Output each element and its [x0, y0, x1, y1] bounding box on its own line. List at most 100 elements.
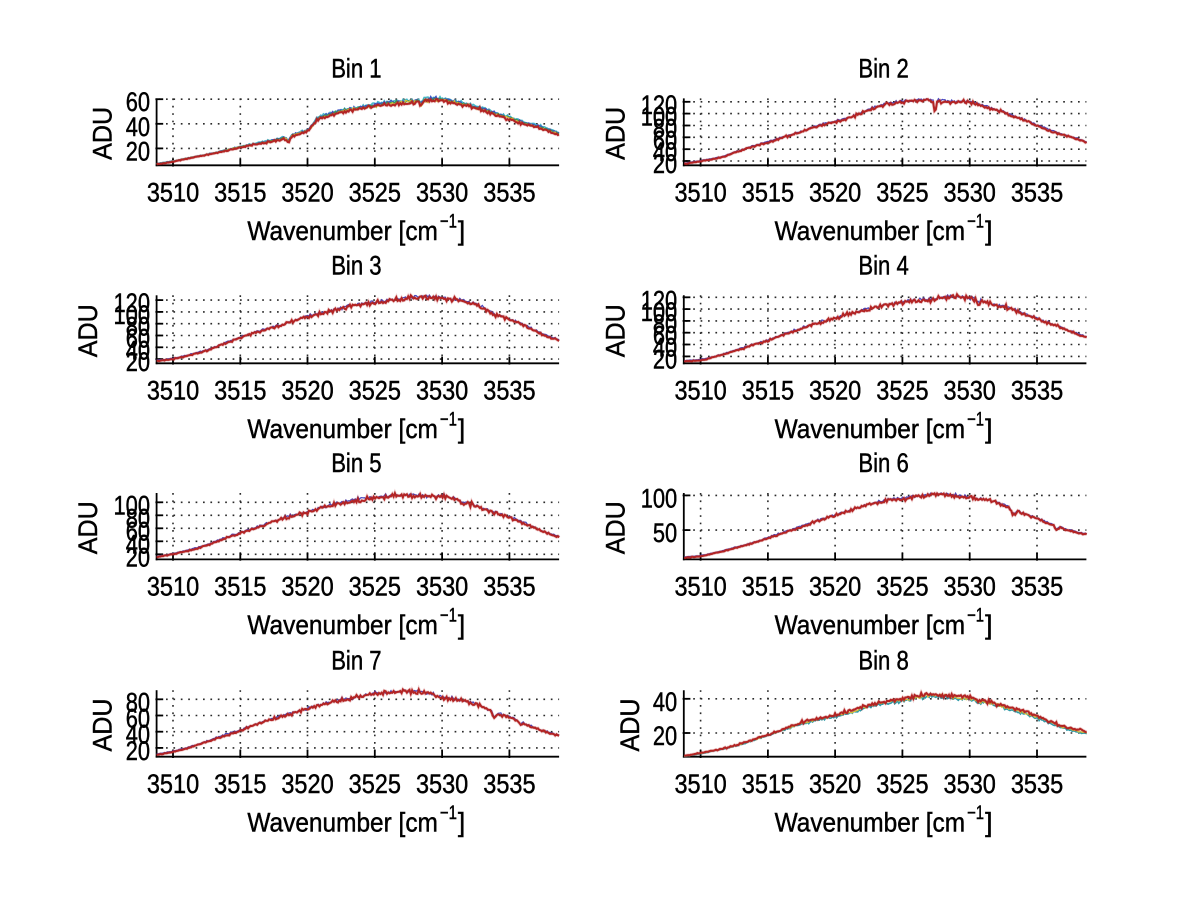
- svg-text:3515: 3515: [742, 572, 794, 602]
- svg-text:3530: 3530: [416, 572, 468, 602]
- svg-text:3520: 3520: [281, 769, 333, 799]
- svg-text:3520: 3520: [809, 572, 861, 602]
- svg-text:120: 120: [641, 90, 678, 120]
- svg-text:3535: 3535: [483, 572, 535, 602]
- svg-text:40: 40: [126, 529, 150, 559]
- svg-text:40: 40: [126, 335, 150, 365]
- svg-text:Bin 7: Bin 7: [331, 645, 381, 675]
- svg-text:40: 40: [126, 112, 150, 142]
- svg-text:3530: 3530: [416, 178, 468, 208]
- svg-text:20: 20: [653, 344, 677, 374]
- svg-text:100: 100: [114, 490, 151, 520]
- svg-text:3525: 3525: [876, 178, 928, 208]
- svg-text:3530: 3530: [416, 376, 468, 406]
- svg-text:120: 120: [114, 288, 151, 318]
- svg-text:ADU: ADU: [73, 304, 103, 357]
- svg-text:Wavenumber [cm−1]: Wavenumber [cm −1]: [775, 606, 993, 641]
- svg-text:20: 20: [126, 347, 150, 377]
- svg-text:20: 20: [126, 736, 150, 766]
- svg-text:3535: 3535: [1011, 376, 1063, 406]
- svg-text:3530: 3530: [416, 769, 468, 799]
- svg-text:Bin 2: Bin 2: [858, 54, 908, 84]
- svg-text:3515: 3515: [214, 572, 266, 602]
- svg-text:3520: 3520: [809, 769, 861, 799]
- svg-text:3535: 3535: [1011, 572, 1063, 602]
- svg-text:ADU: ADU: [73, 501, 103, 554]
- svg-text:60: 60: [653, 321, 677, 351]
- svg-text:100: 100: [114, 300, 151, 330]
- svg-text:3515: 3515: [742, 769, 794, 799]
- svg-text:40: 40: [653, 333, 677, 363]
- svg-text:40: 40: [126, 720, 150, 750]
- svg-text:3530: 3530: [944, 178, 996, 208]
- svg-text:40: 40: [653, 137, 677, 167]
- svg-text:40: 40: [653, 687, 677, 717]
- svg-text:3535: 3535: [1011, 769, 1063, 799]
- svg-text:3530: 3530: [944, 376, 996, 406]
- svg-text:ADU: ADU: [600, 501, 630, 554]
- svg-text:3515: 3515: [742, 178, 794, 208]
- svg-text:80: 80: [653, 309, 677, 339]
- svg-text:100: 100: [641, 483, 678, 513]
- svg-text:3535: 3535: [1011, 178, 1063, 208]
- svg-text:ADU: ADU: [600, 107, 630, 160]
- svg-text:20: 20: [653, 721, 677, 751]
- svg-text:Wavenumber [cm−1]: Wavenumber [cm −1]: [247, 410, 465, 445]
- svg-text:20: 20: [126, 542, 150, 572]
- svg-text:3510: 3510: [147, 376, 199, 406]
- svg-text:50: 50: [653, 518, 677, 548]
- svg-text:Bin 6: Bin 6: [858, 448, 908, 478]
- svg-text:3515: 3515: [214, 769, 266, 799]
- svg-text:80: 80: [126, 503, 150, 533]
- svg-text:3535: 3535: [483, 769, 535, 799]
- svg-text:3520: 3520: [281, 572, 333, 602]
- svg-text:3510: 3510: [147, 178, 199, 208]
- svg-text:3525: 3525: [349, 376, 401, 406]
- svg-text:3525: 3525: [876, 769, 928, 799]
- svg-text:3510: 3510: [674, 572, 726, 602]
- svg-text:Wavenumber [cm−1]: Wavenumber [cm −1]: [247, 212, 465, 247]
- svg-text:3525: 3525: [349, 769, 401, 799]
- svg-text:80: 80: [653, 114, 677, 144]
- svg-text:Wavenumber [cm−1]: Wavenumber [cm −1]: [775, 410, 993, 445]
- svg-text:60: 60: [653, 125, 677, 155]
- svg-text:3535: 3535: [483, 376, 535, 406]
- svg-text:Bin 4: Bin 4: [858, 251, 908, 281]
- svg-text:100: 100: [641, 102, 678, 132]
- svg-text:3510: 3510: [147, 769, 199, 799]
- svg-text:ADU: ADU: [600, 304, 630, 357]
- svg-text:3535: 3535: [483, 178, 535, 208]
- svg-text:3520: 3520: [281, 376, 333, 406]
- svg-text:3530: 3530: [944, 572, 996, 602]
- svg-text:Wavenumber [cm−1]: Wavenumber [cm −1]: [247, 606, 465, 641]
- svg-text:80: 80: [126, 312, 150, 342]
- svg-text:3520: 3520: [281, 178, 333, 208]
- svg-text:20: 20: [126, 136, 150, 166]
- svg-text:3525: 3525: [876, 376, 928, 406]
- svg-text:3525: 3525: [349, 572, 401, 602]
- svg-text:60: 60: [126, 516, 150, 546]
- svg-text:100: 100: [641, 297, 678, 327]
- svg-text:Bin 8: Bin 8: [858, 645, 908, 675]
- svg-text:3515: 3515: [214, 376, 266, 406]
- svg-text:ADU: ADU: [88, 699, 118, 752]
- svg-text:3520: 3520: [809, 376, 861, 406]
- svg-text:3510: 3510: [674, 178, 726, 208]
- svg-text:3520: 3520: [809, 178, 861, 208]
- svg-text:60: 60: [126, 87, 150, 117]
- svg-text:Bin 5: Bin 5: [331, 448, 381, 478]
- svg-text:Wavenumber [cm−1]: Wavenumber [cm −1]: [775, 212, 993, 247]
- svg-text:60: 60: [126, 704, 150, 734]
- svg-text:3510: 3510: [674, 376, 726, 406]
- svg-text:Wavenumber [cm−1]: Wavenumber [cm −1]: [775, 803, 993, 838]
- svg-text:3515: 3515: [214, 178, 266, 208]
- svg-text:Bin 1: Bin 1: [331, 54, 381, 84]
- svg-text:3515: 3515: [742, 376, 794, 406]
- svg-text:3525: 3525: [349, 178, 401, 208]
- svg-text:Bin 3: Bin 3: [331, 251, 381, 281]
- svg-text:ADU: ADU: [88, 107, 118, 160]
- svg-text:3525: 3525: [876, 572, 928, 602]
- svg-text:80: 80: [126, 687, 150, 717]
- svg-text:20: 20: [653, 149, 677, 179]
- svg-text:Wavenumber [cm−1]: Wavenumber [cm −1]: [247, 803, 465, 838]
